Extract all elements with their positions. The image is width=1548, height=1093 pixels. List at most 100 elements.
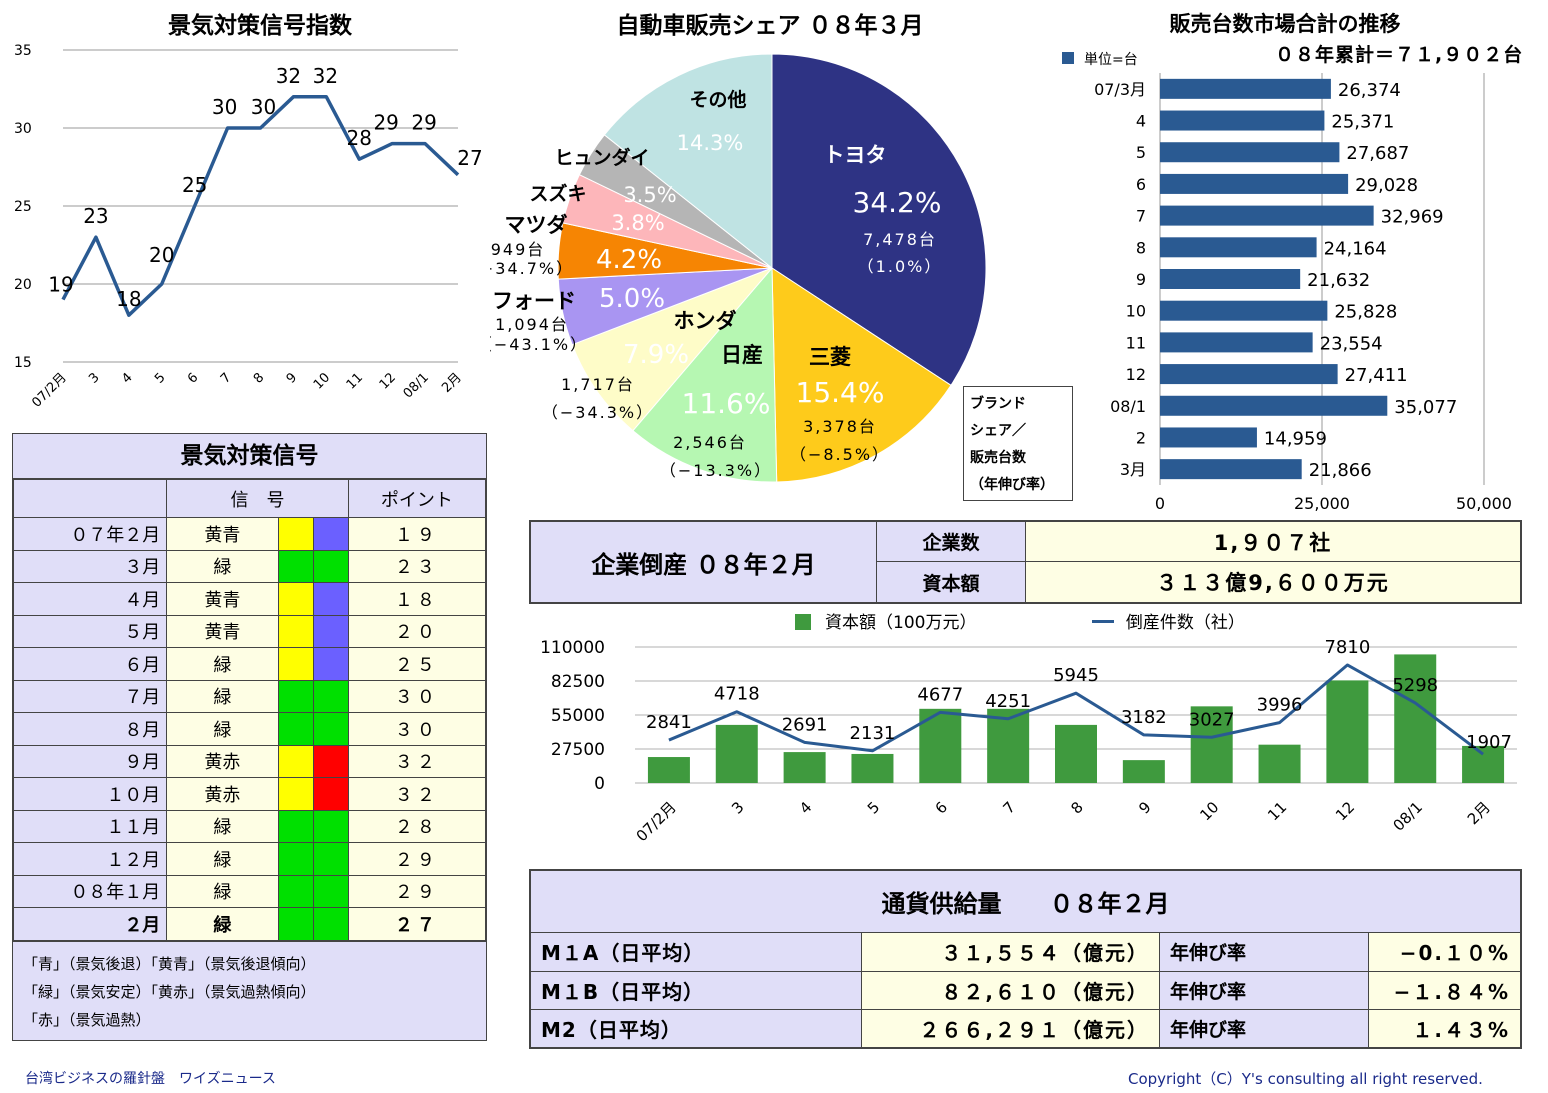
x-tick-label: 9 [284, 370, 300, 386]
money-supply-box: 通貨供給量 ０８年２月 M１A（日平均） ３１,５５４（億元） 年伸び率 −0.１０%… [529, 869, 1522, 1049]
footer-copyright: Copyright（C）Y's consulting all right res… [1128, 1070, 1483, 1088]
data-label: 27 [457, 146, 482, 170]
money-name: M2（日平均） [530, 1008, 862, 1049]
sales-bar [1160, 110, 1325, 131]
x-tick-label: 10 [1196, 798, 1222, 824]
signal-row: ２月緑 ２７ [12, 907, 487, 941]
signal-color-swatch [312, 517, 349, 551]
growth-label: 年伸び率 [1159, 970, 1369, 1010]
y-tick-label: 27500 [551, 740, 605, 760]
bar-value-label: 24,164 [1324, 238, 1387, 259]
signal-month: ７月 [12, 679, 168, 713]
legend-line: 「赤」（景気過熱） [23, 1010, 151, 1029]
sales-bar [1160, 237, 1317, 258]
signal-month: ９月 [12, 744, 168, 778]
combo-legend: 資本額（100万元） 倒産件数（社） [795, 608, 1245, 633]
capital-bar [987, 708, 1030, 783]
signal-point: ２７ [347, 907, 487, 941]
data-label: 20 [149, 243, 174, 267]
signal-row: ５月 黄青 ２０ [12, 614, 487, 648]
count-value: 1,９０７社 [1025, 521, 1521, 562]
slice-growth-label: （−8.5%） [790, 445, 890, 464]
slice-name-label: ホンダ [674, 309, 737, 333]
slice-percent-label: 3.8% [611, 211, 664, 235]
slice-name-label: トヨタ [824, 143, 887, 167]
slice-units-label: 1,717台 [561, 375, 635, 394]
signal-color-swatch [312, 647, 349, 681]
bar-value-label: 23,554 [1320, 333, 1383, 354]
signal-color-swatch [312, 744, 349, 778]
capital-bar [1258, 744, 1301, 783]
slice-units-label: 1,094台 [495, 315, 569, 334]
signal-point: ２３ [347, 549, 487, 583]
sales-bar [1160, 269, 1301, 289]
x-tick-label: 6 [932, 798, 951, 817]
pie-slice [603, 53, 773, 270]
signal-row: ０７年２月 黄青 １９ [12, 517, 487, 551]
signal-point: １８ [347, 582, 487, 616]
y-tick-label: 55000 [551, 706, 605, 726]
signal-row: １１月緑 ２８ [12, 809, 487, 843]
category-label: 08/1 [1110, 397, 1146, 416]
line-legend-swatch [1091, 620, 1114, 623]
y-tick-label: 82500 [551, 672, 605, 692]
capital-value: ３１３億9,６００万元 [1025, 561, 1521, 603]
slice-name-label: 日産 [721, 343, 763, 367]
slice-growth-label: （−13.3%） [660, 461, 772, 480]
signal-color-swatch [277, 679, 314, 713]
slice-name-label: ヒュンダイ [554, 146, 649, 169]
signal-color-swatch [312, 874, 349, 908]
data-label: 30 [251, 95, 276, 119]
category-label: 5 [1136, 143, 1146, 162]
sales-bar [1160, 205, 1374, 226]
data-label: 29 [411, 111, 436, 135]
money-name: M１A（日平均） [530, 932, 862, 972]
slice-percent-label: 11.6% [682, 387, 771, 420]
sales-bar [1160, 332, 1313, 353]
line-data-label: 3182 [1121, 707, 1167, 728]
signal-color-swatch [277, 907, 314, 941]
growth-rate: −0.１０% [1368, 932, 1521, 972]
signal-name: 黄赤 [166, 744, 279, 778]
category-label: 12 [1126, 365, 1146, 384]
y-tick-label: 15 [14, 355, 32, 371]
y-tick-label: 30 [14, 121, 32, 137]
legend-square-icon [1062, 52, 1074, 64]
money-row: M１B（日平均） ８２,６１０（億元） 年伸び率 −１.８４% [530, 970, 1521, 1010]
x-tick-label: 50,000 [1456, 494, 1512, 513]
signal-name: 緑 [166, 647, 279, 681]
bar-value-label: 21,866 [1309, 460, 1372, 481]
x-tick-label: 11 [1264, 798, 1290, 824]
signal-month: ４月 [12, 582, 168, 616]
category-label: 07/3月 [1094, 80, 1146, 99]
signal-row: ０８年１月緑 ２９ [12, 874, 487, 908]
signal-point: ３２ [347, 777, 487, 811]
bankruptcy-box: 企業倒産 ０８年２月 企業数 1,９０７社 資本額 ３１３億9,６００万元 [529, 520, 1522, 604]
slice-percent-label: 5.0% [599, 284, 665, 314]
capital-bar [1462, 745, 1505, 783]
bar-value-label: 21,632 [1307, 270, 1370, 291]
pie-slice [571, 267, 773, 432]
signal-name: 黄赤 [166, 777, 279, 811]
sales-chart-title: 販売台数市場合計の推移 [1169, 12, 1401, 36]
sales-bar [1160, 395, 1388, 416]
money-row: M１A（日平均） ３１,５５４（億元） 年伸び率 −0.１０% [530, 932, 1521, 972]
slice-name-label: 三菱 [809, 345, 851, 369]
bar-value-label: 25,828 [1334, 302, 1397, 323]
header-point: ポイント [347, 479, 487, 518]
x-tick-label: 08/1 [1390, 798, 1427, 835]
signal-name: 緑 [166, 842, 279, 876]
growth-rate: １.４３% [1368, 1008, 1521, 1049]
slice-name-label: フォード [492, 289, 576, 313]
x-tick-label: 08/1 [401, 370, 432, 401]
signal-table: 景気対策信号 信 号 ポイント ０７年２月 黄青 １９ ３月緑 ２３ ４月 黄青 １８ ５月 黄青… [12, 433, 487, 1041]
count-label: 企業数 [876, 521, 1026, 562]
slice-units-label: 3,378台 [803, 417, 877, 436]
x-tick-label: 8 [1067, 798, 1086, 817]
category-label: 10 [1126, 302, 1146, 321]
signal-color-swatch [277, 809, 314, 843]
x-tick-label: 11 [344, 370, 366, 392]
capital-bar [1394, 654, 1437, 783]
sales-bar [1160, 142, 1340, 163]
signal-point: ３０ [347, 712, 487, 746]
